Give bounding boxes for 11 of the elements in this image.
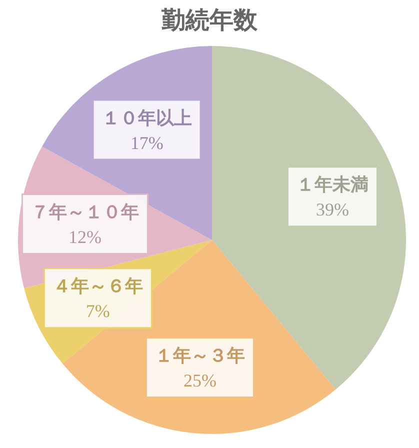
slice-label: ４年～６年 — [52, 276, 143, 296]
data-label: 12% — [68, 226, 102, 247]
data-label: 25% — [183, 370, 216, 390]
slice-label: １年未満 — [296, 174, 368, 195]
slice-label: ７年～１０年 — [30, 202, 139, 222]
data-label: 7% — [86, 301, 110, 322]
chart-title: 勤続年数 — [160, 7, 258, 34]
data-label: 17% — [130, 132, 164, 153]
slice-label: １年～３年 — [154, 345, 245, 366]
slice-label: １０年以上 — [102, 108, 192, 128]
data-label: 39% — [316, 200, 349, 220]
